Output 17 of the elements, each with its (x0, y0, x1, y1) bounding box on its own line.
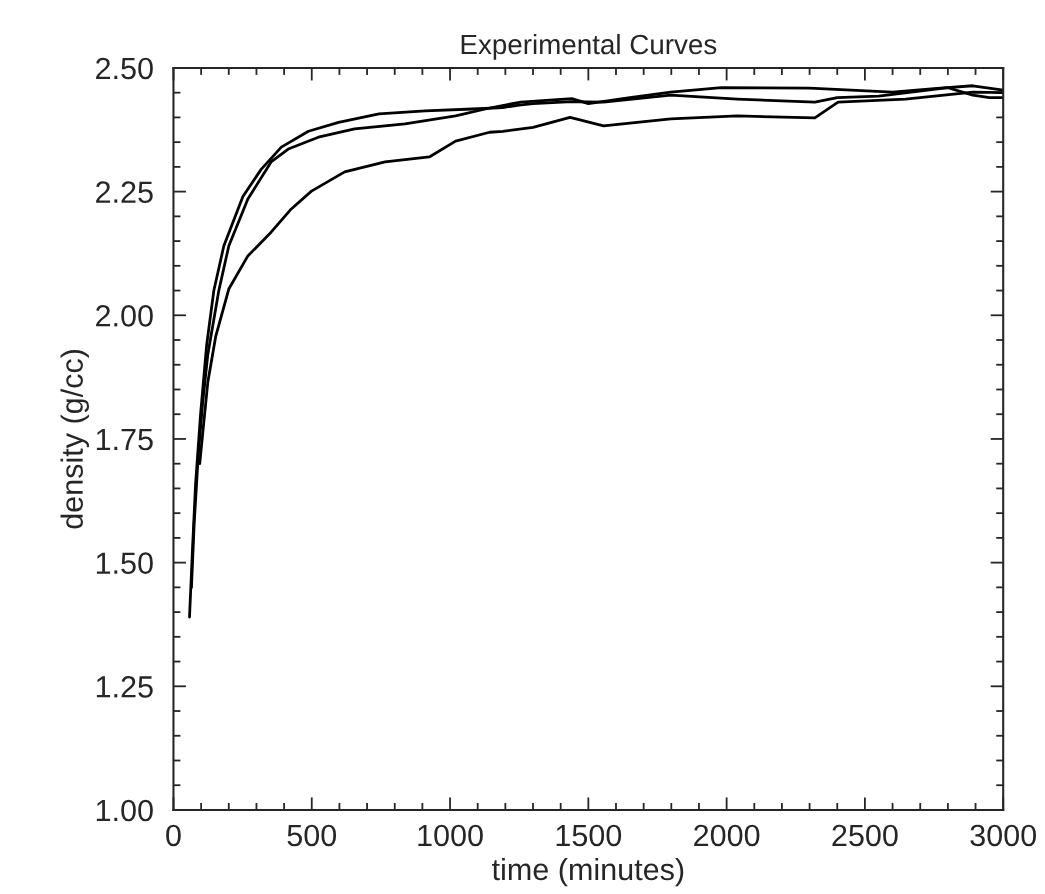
x-tick-label: 1500 (556, 824, 622, 847)
y-tick-label: 1.00 (96, 799, 153, 822)
x-tick-label: 0 (166, 824, 181, 847)
x-tick-label: 2500 (832, 824, 898, 847)
x-tick-label: 500 (287, 824, 337, 847)
y-tick-label: 1.25 (96, 676, 153, 698)
x-tick-label: 2000 (694, 824, 760, 847)
x-tick-label: 1000 (418, 824, 483, 847)
y-axis-title: density (g/cc) (60, 350, 90, 529)
y-tick-label: 1.50 (96, 552, 153, 574)
y-tick-label: 2.50 (96, 57, 153, 80)
x-tick-label: 3000 (970, 824, 1036, 847)
x-axis-title: time (minutes) (492, 857, 684, 887)
y-tick-label: 2.00 (96, 305, 153, 327)
y-tick-label: 1.75 (96, 429, 153, 451)
chart-title: Experimental Curves (461, 33, 717, 60)
y-tick-label: 2.25 (96, 181, 153, 203)
